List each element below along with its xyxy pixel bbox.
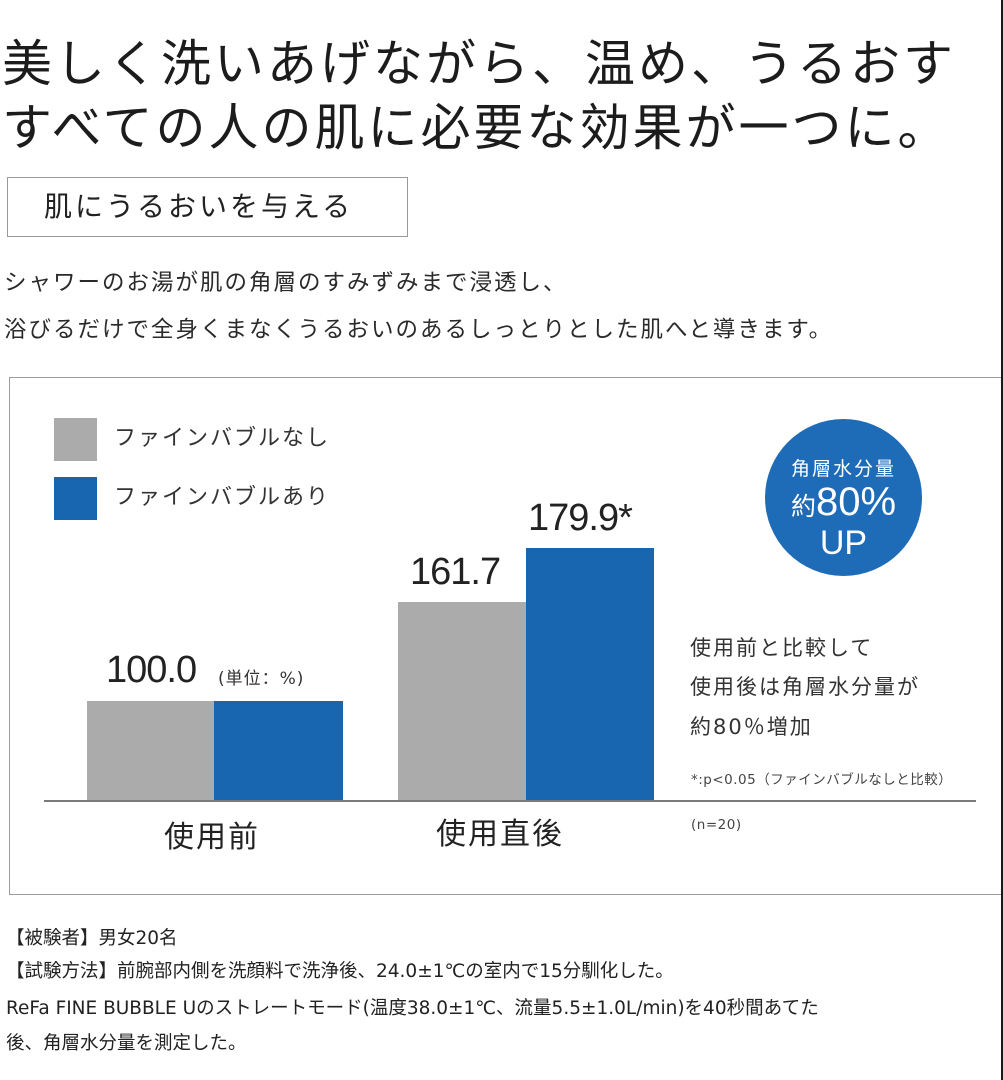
section-tag-label: 肌にうるおいを与える [44, 190, 354, 223]
note-line-2: 使用後は角層水分量が [690, 675, 920, 699]
value-label-after-without: 161.7 [410, 551, 501, 593]
footer-method-3: 後、角層水分量を測定した。 [6, 1033, 247, 1054]
bar-after-without [398, 602, 526, 801]
bar-after-with [526, 548, 654, 801]
footer-subjects: 【被験者】男女20名 [6, 928, 178, 949]
right-edge-divider [1001, 0, 1003, 1080]
value-label-before: 100.0 [106, 649, 197, 691]
legend-swatch-with [54, 477, 97, 520]
note-line-3: 約80％増加 [690, 715, 813, 739]
badge-number: 80 [815, 480, 861, 524]
x-axis-baseline [44, 800, 976, 802]
section-tag-box [7, 177, 408, 237]
bar-before-with [214, 701, 343, 801]
badge-title: 角層水分量 [790, 458, 896, 480]
significance-footnote: *:p<0.05（ファインバブルなしと比較） [691, 772, 953, 788]
lead-text-line-2: 浴びるだけで全身くまなくうるおいのあるしっとりとした肌へと導きます。 [4, 317, 834, 343]
headline-line-1: 美しく洗いあげながら、温め、うるおす [2, 35, 956, 93]
value-label-after-with: 179.9* [528, 497, 633, 539]
lead-text-line-1: シャワーのお湯が肌の角層のすみずみまで浸透し、 [4, 270, 568, 296]
sample-size-footnote: (n=20) [691, 817, 742, 833]
legend-label-without: ファインバブルなし [114, 426, 331, 451]
badge-up: UP [819, 524, 868, 562]
badge-prefix: 約 [790, 493, 816, 521]
chart-frame [9, 377, 1003, 895]
bar-before-without [87, 701, 214, 801]
badge-percent: % [860, 480, 897, 524]
badge-value: 約80% [765, 479, 922, 530]
footer-method-1: 【試験方法】前腕部内側を洗顔料で洗浄後、24.0±1℃の室内で15分馴化した。 [6, 961, 674, 982]
legend-label-with: ファインバブルあり [114, 485, 331, 510]
note-line-1: 使用前と比較して [690, 636, 874, 660]
headline-line-2: すべての人の肌に必要な効果が一つに。 [2, 99, 951, 157]
legend-swatch-without [54, 418, 97, 461]
unit-label: (単位：%) [218, 669, 305, 689]
moisture-up-badge: 角層水分量 約80% UP [765, 419, 922, 576]
footer-method-2: ReFa FINE BUBBLE Uのストレートモード(温度38.0±1℃、流量… [6, 998, 819, 1019]
category-label-before: 使用前 [164, 820, 260, 855]
category-label-after: 使用直後 [436, 817, 564, 852]
